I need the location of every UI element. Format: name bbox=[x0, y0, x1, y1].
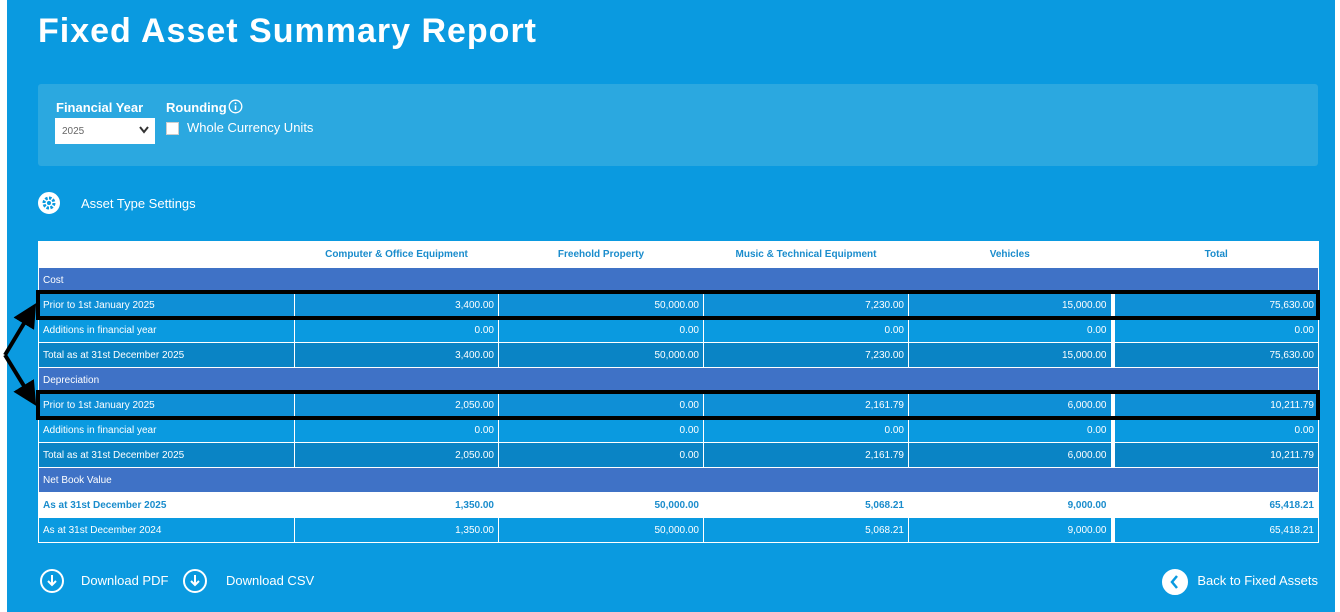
column-header: Total bbox=[1110, 241, 1319, 268]
row-label: As at 31st December 2025 bbox=[38, 492, 295, 518]
row-label: Total as at 31st December 2025 bbox=[38, 442, 295, 468]
download-pdf-icon[interactable] bbox=[40, 569, 64, 593]
data-row: Prior to 1st January 2025 3,400.00 50,000.… bbox=[38, 292, 1319, 318]
cell-value: 2,161.79 bbox=[703, 392, 909, 418]
download-csv[interactable]: Download CSV bbox=[226, 573, 315, 588]
data-row: As at 31st December 2024 1,350.00 50,000.0… bbox=[38, 517, 1319, 543]
cell-value: 6,000.00 bbox=[908, 442, 1113, 468]
cell-value: 0.00 bbox=[498, 392, 704, 418]
table-body: Cost Prior to 1st January 2025 3,400.00 50,… bbox=[38, 267, 1319, 543]
cell-value: 65,418.21 bbox=[1110, 517, 1319, 543]
data-row: Additions in financial year 0.00 0.00 0.00 0… bbox=[38, 317, 1319, 343]
cell-value: 7,230.00 bbox=[703, 342, 909, 368]
download-pdf[interactable]: Download PDF bbox=[81, 573, 169, 588]
cell-value: 2,161.79 bbox=[703, 442, 909, 468]
data-row: Additions in financial year 0.00 0.00 0.00 0… bbox=[38, 417, 1319, 443]
back-icon[interactable] bbox=[1162, 569, 1188, 595]
row-label: Additions in financial year bbox=[38, 417, 295, 443]
cell-value: 0.00 bbox=[703, 317, 909, 343]
column-header: Music & Technical Equipment bbox=[703, 241, 909, 268]
column-header: Freehold Property bbox=[498, 241, 704, 268]
cell-value: 6,000.00 bbox=[908, 392, 1113, 418]
settings-icon[interactable] bbox=[38, 192, 60, 214]
cell-value: 0.00 bbox=[1110, 317, 1319, 343]
download-csv-icon[interactable] bbox=[183, 569, 207, 593]
cell-value: 75,630.00 bbox=[1110, 342, 1319, 368]
checkbox-label[interactable]: Whole Currency Units bbox=[187, 120, 314, 135]
data-row: As at 31st December 2025 1,350.00 50,000.0… bbox=[38, 492, 1319, 518]
cell-value: 10,211.79 bbox=[1110, 442, 1319, 468]
cell-value: 15,000.00 bbox=[908, 292, 1113, 318]
cell-value: 2,050.00 bbox=[294, 392, 499, 418]
cell-value: 0.00 bbox=[498, 317, 704, 343]
cell-value: 65,418.21 bbox=[1110, 492, 1319, 518]
cell-value: 1,350.00 bbox=[294, 517, 499, 543]
cell-value: 3,400.00 bbox=[294, 342, 499, 368]
cell-value: 15,000.00 bbox=[908, 342, 1113, 368]
cell-value: 50,000.00 bbox=[498, 517, 704, 543]
data-row: Total as at 31st December 2025 2,050.00 0.… bbox=[38, 442, 1319, 468]
cell-value: 7,230.00 bbox=[703, 292, 909, 318]
cell-value: 75,630.00 bbox=[1110, 292, 1319, 318]
section-title: Depreciation bbox=[38, 367, 1319, 393]
cell-value: 0.00 bbox=[1110, 417, 1319, 443]
cell-value: 0.00 bbox=[703, 417, 909, 443]
cell-value: 5,068.21 bbox=[703, 492, 909, 518]
row-label: Additions in financial year bbox=[38, 317, 295, 343]
data-row: Prior to 1st January 2025 2,050.00 0.00 2,1… bbox=[38, 392, 1319, 418]
table-header: Computer & Office Equipment Freehold Prop… bbox=[38, 241, 1319, 268]
row-label: Prior to 1st January 2025 bbox=[38, 392, 295, 418]
back-link[interactable]: Back to Fixed Assets bbox=[1197, 573, 1318, 588]
row-label: Total as at 31st December 2025 bbox=[38, 342, 295, 368]
cell-value: 50,000.00 bbox=[498, 342, 704, 368]
row-label: Prior to 1st January 2025 bbox=[38, 292, 295, 318]
cell-value: 0.00 bbox=[294, 317, 499, 343]
cell-value: 5,068.21 bbox=[703, 517, 909, 543]
cell-value: 10,211.79 bbox=[1110, 392, 1319, 418]
cell-value: 2,050.00 bbox=[294, 442, 499, 468]
cell-value: 0.00 bbox=[498, 442, 704, 468]
section-row: Cost bbox=[38, 267, 1319, 293]
checkbox[interactable] bbox=[166, 122, 179, 135]
cell-value: 3,400.00 bbox=[294, 292, 499, 318]
cell-value: 50,000.00 bbox=[498, 292, 704, 318]
cell-value: 50,000.00 bbox=[498, 492, 704, 518]
select-value: 2025 bbox=[62, 126, 85, 137]
gear bbox=[42, 196, 56, 210]
cell-value: 0.00 bbox=[908, 317, 1113, 343]
header-cell bbox=[38, 241, 295, 268]
cell-value: 9,000.00 bbox=[908, 517, 1113, 543]
data-row: Total as at 31st December 2025 3,400.00 50… bbox=[38, 342, 1319, 368]
cell-value: 0.00 bbox=[908, 417, 1113, 443]
summary-table: Computer & Office Equipment Freehold Prop… bbox=[38, 241, 1319, 543]
section-row: Depreciation bbox=[38, 367, 1319, 393]
app: Fixed Asset Summary Report Financial Yea… bbox=[7, 0, 1335, 612]
section-row: Net Book Value bbox=[38, 467, 1319, 493]
column-header: Computer & Office Equipment bbox=[294, 241, 499, 268]
header-row: Computer & Office Equipment Freehold Prop… bbox=[38, 241, 1319, 268]
section-title: Net Book Value bbox=[38, 467, 1319, 493]
section-title: Cost bbox=[38, 267, 1319, 293]
financial-year-select[interactable]: 2025 bbox=[55, 118, 155, 144]
cell-value: 0.00 bbox=[498, 417, 704, 443]
cell-value: 0.00 bbox=[294, 417, 499, 443]
info-icon[interactable] bbox=[228, 99, 243, 114]
chevron bbox=[139, 126, 149, 134]
filter-panel: Financial Year 2025 Rounding Whole Curre… bbox=[38, 84, 1318, 166]
cell-value: 1,350.00 bbox=[294, 492, 499, 518]
financial-year-label: Financial Year bbox=[56, 100, 144, 115]
settings-link[interactable]: Asset Type Settings bbox=[81, 196, 196, 211]
column-header: Vehicles bbox=[908, 241, 1113, 268]
rounding-label: Rounding bbox=[166, 100, 227, 115]
row-label: As at 31st December 2024 bbox=[38, 517, 295, 543]
page-title: Fixed Asset Summary Report bbox=[38, 12, 537, 50]
cell-value: 9,000.00 bbox=[908, 492, 1113, 518]
